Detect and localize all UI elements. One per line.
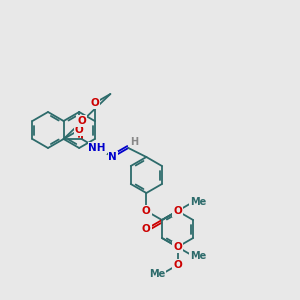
Text: O: O <box>142 206 151 216</box>
Text: H: H <box>130 137 138 147</box>
Text: N: N <box>108 152 117 162</box>
Text: Me: Me <box>149 269 165 279</box>
Text: O: O <box>173 206 182 216</box>
Text: O: O <box>173 242 182 252</box>
Text: O: O <box>173 260 182 270</box>
Text: Me: Me <box>190 251 206 261</box>
Text: O: O <box>90 98 99 108</box>
Text: Me: Me <box>190 197 206 207</box>
Text: O: O <box>77 116 86 126</box>
Text: O: O <box>75 125 84 135</box>
Text: O: O <box>142 224 151 234</box>
Text: NH: NH <box>88 143 106 153</box>
